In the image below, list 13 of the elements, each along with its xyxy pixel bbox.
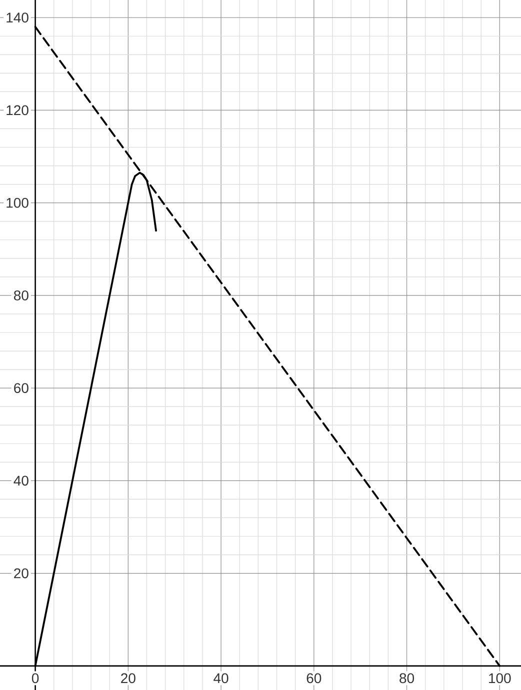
x-tick-label: 60 [306, 673, 322, 684]
x-tick-label: 40 [214, 673, 228, 684]
x-tick-label: 80 [400, 673, 414, 684]
y-tick-label: 80 [14, 290, 28, 300]
y-tick-label: 40 [14, 476, 28, 486]
y-tick-label: 100 [6, 198, 28, 208]
x-tick-label: 20 [121, 673, 136, 684]
y-tick-label: 120 [6, 105, 28, 116]
y-tick-label: 140 [6, 12, 28, 23]
x-tick-label: 100 [489, 673, 511, 684]
y-tick-label: 60 [14, 383, 28, 394]
y-tick-label: 20 [14, 568, 28, 578]
x-tick-label: 0 [32, 673, 39, 684]
